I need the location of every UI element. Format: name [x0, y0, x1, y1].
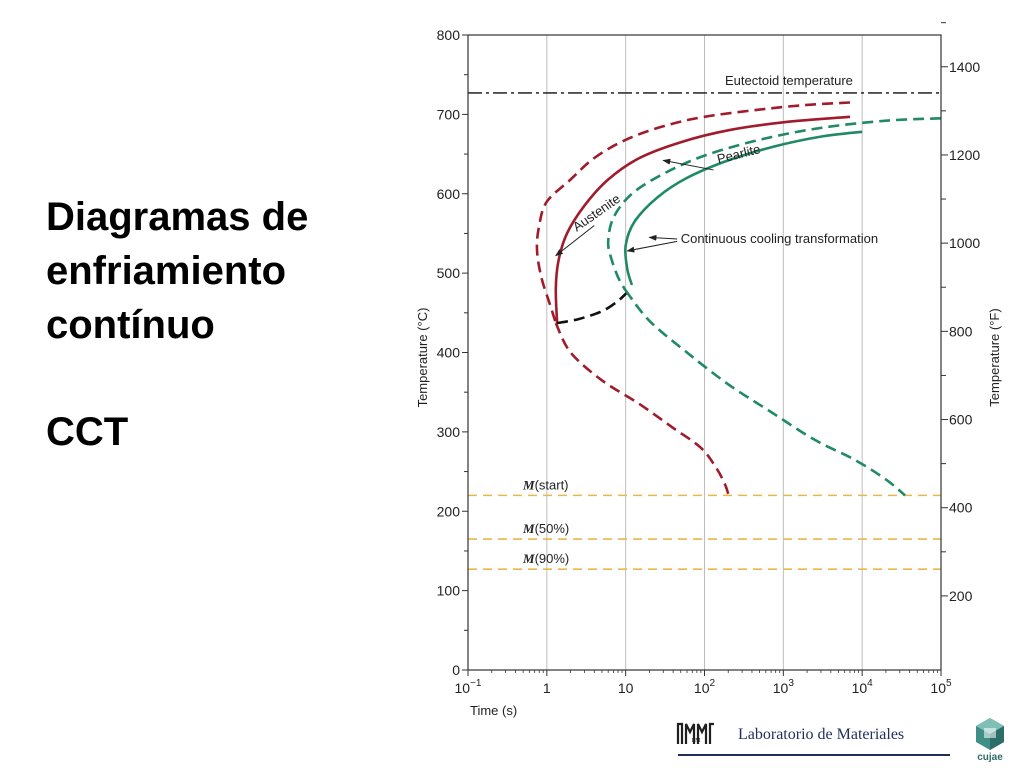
y-right-tick-label: 1400 [949, 59, 980, 75]
curve-green-dashed-4 [606, 117, 942, 292]
y-right-tick-label: 1000 [949, 235, 980, 251]
slide-title-line-1: Diagramas de [46, 195, 309, 239]
y-right-tick-label: 800 [949, 323, 973, 339]
series-layer [535, 101, 942, 497]
y-tick-label: 300 [437, 424, 461, 440]
x-tick-label: 104 [852, 678, 874, 696]
y-tick-label: 200 [437, 503, 461, 519]
y-right-tick-label: 600 [949, 412, 973, 428]
y-tick-label: 500 [437, 265, 461, 281]
y-right-tick-label: 1200 [949, 147, 980, 163]
y-tick-label: 400 [437, 345, 461, 361]
x-tick-label: 102 [694, 678, 716, 696]
curve-green-solid-6 [623, 130, 863, 286]
eutectoid-label: Eutectoid temperature [725, 73, 853, 88]
slide-title: Diagramas de enfriamiento contínuo [46, 190, 376, 352]
curve-red-dashed-1 [554, 322, 730, 495]
annotation-label: Continuous cooling transformation [681, 231, 878, 246]
footer-divider [678, 754, 950, 756]
y-tick-label: 800 [437, 27, 461, 43]
slide-subtitle: CCT [46, 410, 129, 454]
y-tick-label: 700 [437, 106, 461, 122]
curve-green-dashed-5 [624, 289, 906, 497]
lab-name: Laboratorio de Materiales [738, 726, 905, 743]
footer: LM Laboratorio de Materiales cujae [676, 716, 1016, 762]
cujae-logo-text: cujae [977, 752, 1003, 762]
x-tick-label: 10 [618, 680, 634, 696]
y-right-tick-label: 400 [949, 500, 973, 516]
lab-logo: LM [676, 720, 716, 746]
annotation-arrow [648, 234, 678, 241]
reference-lines-layer: Eutectoid temperature M(start) M(50%) M(90%… [468, 73, 941, 570]
axes-layer: 0 100 200 300 400 500 600 700 800 200 400 600 800 100… [415, 22, 1002, 718]
y-right-tick-label: 200 [949, 588, 973, 604]
curve-red-solid-2 [554, 115, 851, 324]
y-right-axis-title: Temperature (°F) [987, 308, 1002, 406]
x-axis-title: Time (s) [470, 703, 517, 718]
x-tick-label: 105 [930, 678, 952, 696]
slide-title-line-3: contínuo [46, 303, 215, 347]
annotation-arrow [555, 225, 595, 257]
martensite-label: M(start) [522, 477, 569, 492]
slide-title-line-2: enfriamiento [46, 249, 287, 293]
y-tick-label: 600 [437, 186, 461, 202]
annotation-arrow [626, 240, 678, 253]
curve-black-dashed-3 [556, 289, 630, 325]
y-tick-label: 0 [452, 662, 460, 678]
martensite-label: M(90%) [522, 551, 569, 566]
x-tick-label: 103 [773, 678, 795, 696]
martensite-label: M(50%) [522, 521, 569, 536]
cujae-logo: cujae [976, 718, 1004, 762]
y-axis-title: Temperature (°C) [415, 308, 430, 408]
curve-red-dashed-0 [535, 101, 851, 324]
grid-layer [546, 35, 863, 670]
x-tick-label: 1 [543, 680, 551, 696]
annotation-arrow [662, 158, 714, 171]
x-tick-label: 10−1 [455, 678, 482, 696]
y-tick-label: 100 [437, 583, 461, 599]
lab-logo-text: LM [692, 738, 702, 744]
